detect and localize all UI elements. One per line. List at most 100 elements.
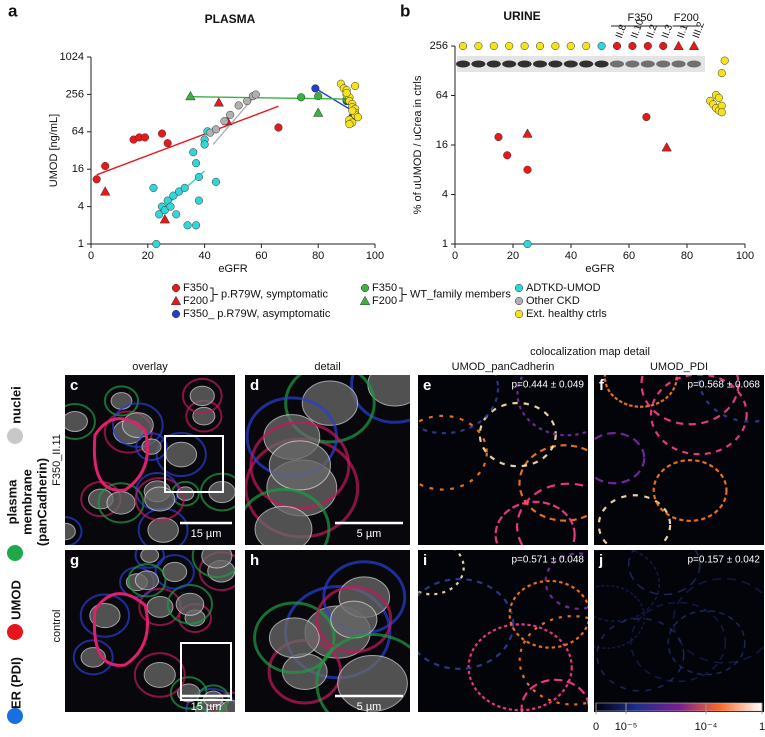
data-point (348, 106, 357, 115)
colorbar-label: 1 (759, 721, 765, 733)
trend-line (190, 96, 347, 100)
data-point (342, 88, 351, 98)
coloc-signal (418, 375, 500, 435)
micrograph (594, 550, 764, 712)
colorbar (595, 702, 763, 712)
nucleus (140, 550, 160, 563)
y-tick-label: 64 (436, 89, 448, 101)
trend-line (317, 89, 353, 112)
legend-label: Other CKD (526, 295, 580, 307)
y-tick-label: 1024 (60, 51, 84, 63)
data-point (211, 125, 221, 134)
x-tick-label: 80 (681, 250, 693, 262)
row-label: control (51, 609, 63, 642)
blot-band (579, 60, 594, 68)
nucleus (301, 380, 359, 426)
lumen-umod (92, 417, 149, 492)
data-point (194, 196, 203, 205)
x-tick-label: 40 (565, 250, 577, 262)
data-point (100, 186, 111, 196)
blot-band (671, 60, 686, 68)
x-tick-label: 100 (366, 250, 384, 262)
data-point (226, 110, 235, 119)
inset-box (180, 642, 232, 701)
x-tick-label: 20 (507, 250, 519, 262)
y-tick-label: 256 (66, 88, 84, 100)
legend-marker (171, 283, 181, 293)
legend-group-label: p.R79W, symptomatic (221, 288, 328, 300)
data-point (160, 206, 169, 215)
cell-outline (245, 487, 331, 545)
micrograph-bg (594, 550, 764, 712)
y-axis-label: % of uUMOD / uCrea in ctrls (412, 75, 424, 214)
nucleus (189, 385, 215, 407)
data-point (183, 221, 192, 230)
coloc-signal (667, 609, 746, 676)
nucleus (367, 375, 410, 407)
cell-outline (154, 554, 195, 590)
cell-outline (79, 593, 131, 638)
data-point (180, 183, 189, 192)
x-tick-label: 60 (255, 250, 267, 262)
panel-letter: j (598, 552, 603, 569)
cell-outline (155, 432, 207, 478)
scale-bar-label: 15 µm (191, 528, 222, 540)
lane-marker (458, 41, 468, 51)
panel-letter: d (250, 377, 259, 394)
legend-bracket (210, 287, 218, 302)
coloc-signal (594, 550, 660, 622)
coloc-signal (597, 494, 672, 545)
legend-marker (171, 309, 181, 319)
nucleus (89, 603, 121, 629)
row-label: F350_II.11 (51, 434, 63, 486)
data-point (163, 139, 172, 148)
y-tick-label: 256 (430, 40, 448, 52)
coloc-signal (418, 577, 515, 670)
legend-marker (359, 295, 371, 306)
legend-label: ADTKD-UMOD (526, 282, 601, 294)
data-point (149, 183, 158, 192)
lane-marker (582, 41, 591, 51)
nucleus (176, 486, 195, 501)
legend-marker (514, 283, 524, 293)
chart-title: PLASMA (205, 12, 256, 26)
data-point (642, 113, 651, 122)
nucleus (147, 517, 179, 543)
blot-band (610, 60, 624, 68)
data-point (313, 107, 324, 117)
coloc-signal (520, 678, 588, 712)
y-tick-label: 4 (78, 201, 84, 213)
data-point (169, 191, 178, 200)
data-point (523, 165, 532, 174)
column-header: overlay (132, 361, 168, 373)
blot-band (625, 60, 640, 68)
x-tick-label: 40 (198, 250, 210, 262)
x-tick-label: 80 (312, 250, 324, 262)
data-point (174, 187, 184, 196)
cell-outline (133, 652, 186, 698)
nucleus (268, 440, 331, 491)
x-axis-label: eGFR (585, 263, 614, 275)
data-point (211, 177, 221, 186)
data-point (314, 92, 323, 101)
cell-outline (103, 385, 140, 417)
nucleus (254, 505, 313, 545)
blot-band (456, 60, 470, 68)
coloc-signal (627, 550, 701, 596)
lane-marker (551, 41, 560, 51)
blot-band (502, 60, 517, 68)
cell-outline (103, 410, 153, 454)
data-point (523, 239, 532, 249)
data-point (192, 221, 201, 230)
lane-marker (474, 41, 483, 51)
nucleus (110, 392, 133, 410)
nucleus (201, 550, 233, 569)
micrograph-bg (418, 550, 588, 712)
data-point (166, 202, 175, 211)
micrograph (245, 375, 410, 545)
legend-marker (514, 296, 524, 306)
nucleus (330, 600, 378, 639)
cell-outline (72, 639, 114, 676)
nucleus (134, 570, 160, 591)
y-tick-label: 16 (72, 163, 84, 175)
